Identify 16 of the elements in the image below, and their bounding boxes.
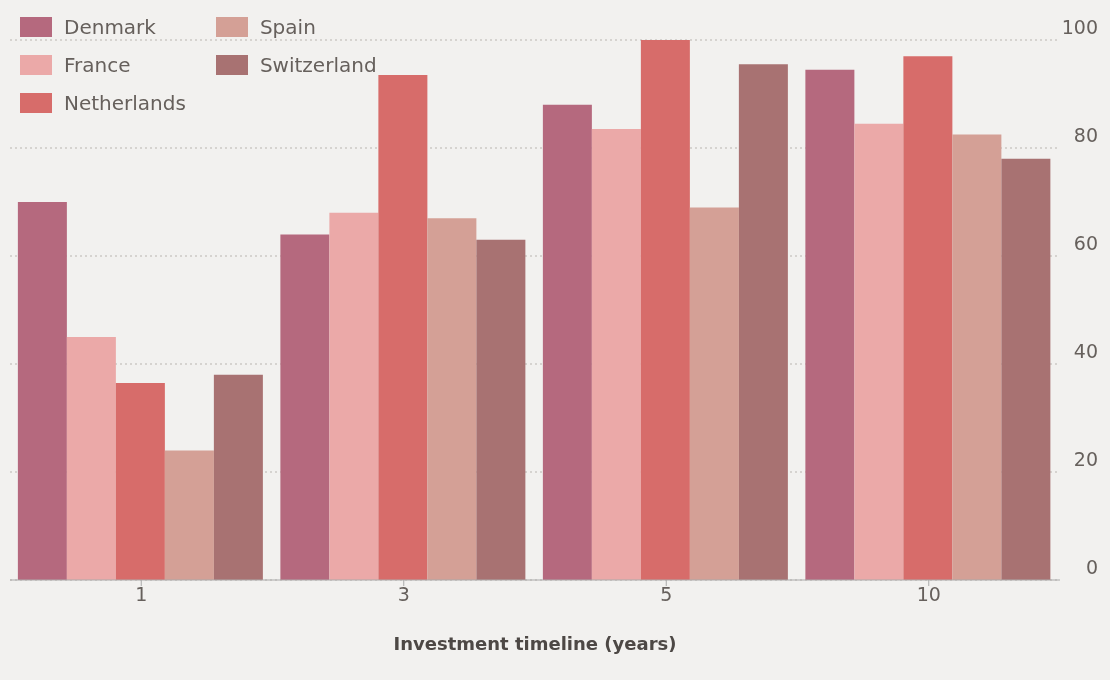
legend-label: Netherlands (63, 90, 186, 117)
x-tick-label: 5 (660, 583, 673, 606)
y-tick-label: 60 (1073, 232, 1098, 254)
x-tick-label: 10 (916, 583, 941, 606)
y-tick-label: 80 (1073, 124, 1098, 146)
y-tick-label: 100 (1061, 16, 1098, 38)
x-tick-label: 1 (135, 583, 148, 606)
legend-label: Denmark (63, 14, 157, 41)
legend-label: Spain (258, 14, 317, 41)
x-tick-label: 3 (397, 583, 410, 606)
x-axis-title: Investment timeline (years) (393, 633, 677, 654)
y-tick-label: 40 (1073, 340, 1098, 362)
y-tick-label: 0 (1085, 556, 1098, 578)
legend-label: Switzerland (258, 52, 377, 79)
legend-label: France (63, 52, 132, 79)
y-tick-label: 20 (1073, 448, 1098, 470)
